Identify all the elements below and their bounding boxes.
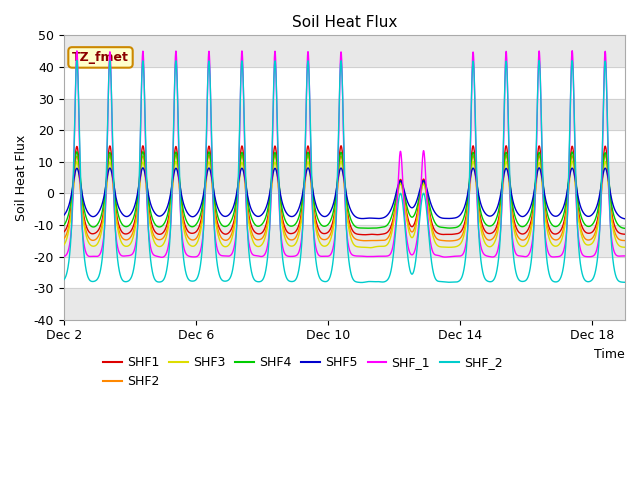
SHF1 <box>425 205 433 211</box>
Bar <box>63 162 625 193</box>
SHF1 <box>479 223 486 229</box>
SHF_2 <box>425 234 433 240</box>
X-axis label: Time: Time <box>595 348 625 361</box>
SHF1 <box>621 231 629 237</box>
SHF_1 <box>425 226 433 231</box>
SHF5 <box>522 213 529 218</box>
SHF_2 <box>358 280 365 286</box>
SHF_2 <box>621 279 629 285</box>
SHF1 <box>162 226 170 231</box>
SHF3 <box>337 158 345 164</box>
Bar <box>63 225 625 256</box>
SHF_2 <box>60 277 67 283</box>
SHF1 <box>60 229 67 235</box>
Legend: SHF1, SHF2, SHF3, SHF4, SHF5, SHF_1, SHF_2: SHF1, SHF2, SHF3, SHF4, SHF5, SHF_1, SHF… <box>98 351 508 393</box>
SHF1 <box>361 232 369 238</box>
SHF_2 <box>522 278 529 284</box>
SHF2 <box>621 238 629 243</box>
SHF1 <box>337 143 345 149</box>
SHF_1 <box>275 172 282 178</box>
SHF_2 <box>479 269 486 275</box>
SHF3 <box>275 184 282 190</box>
SHF3 <box>621 244 629 250</box>
SHF5 <box>425 193 433 199</box>
SHF3 <box>60 242 67 248</box>
SHF3 <box>479 234 486 240</box>
SHF_1 <box>397 148 404 154</box>
SHF4 <box>60 223 67 228</box>
SHF5 <box>535 165 543 171</box>
SHF4 <box>397 179 404 184</box>
SHF3 <box>367 245 374 251</box>
Line: SHF5: SHF5 <box>63 168 625 219</box>
SHF2 <box>172 152 180 158</box>
SHF_2 <box>162 271 170 277</box>
SHF4 <box>425 199 433 205</box>
SHF4 <box>621 226 629 231</box>
SHF4 <box>162 217 170 223</box>
Title: Soil Heat Flux: Soil Heat Flux <box>292 15 397 30</box>
SHF2 <box>275 181 282 187</box>
SHF4 <box>479 216 486 221</box>
SHF_1 <box>568 48 576 54</box>
SHF2 <box>60 236 67 242</box>
SHF5 <box>621 216 629 222</box>
SHF1 <box>522 230 529 236</box>
Line: SHF3: SHF3 <box>63 161 625 248</box>
Line: SHF4: SHF4 <box>63 152 625 228</box>
SHF5 <box>60 213 67 218</box>
SHF3 <box>162 236 170 242</box>
SHF4 <box>522 223 529 228</box>
SHF5 <box>396 178 404 184</box>
SHF_2 <box>397 191 404 196</box>
SHF_1 <box>479 249 486 255</box>
SHF3 <box>522 242 529 248</box>
Line: SHF2: SHF2 <box>63 155 625 241</box>
SHF_1 <box>162 252 170 257</box>
SHF1 <box>397 177 404 182</box>
SHF1 <box>275 174 282 180</box>
SHF5 <box>275 177 282 183</box>
SHF4 <box>275 173 282 179</box>
SHF2 <box>397 179 404 184</box>
SHF5 <box>162 208 170 214</box>
SHF_1 <box>522 254 529 260</box>
Line: SHF1: SHF1 <box>63 146 625 235</box>
SHF2 <box>445 238 453 244</box>
SHF5 <box>479 206 486 212</box>
SHF2 <box>522 236 529 242</box>
SHF2 <box>162 231 170 237</box>
Text: TZ_fmet: TZ_fmet <box>72 51 129 64</box>
SHF4 <box>139 149 147 155</box>
SHF_1 <box>621 253 629 259</box>
Line: SHF_2: SHF_2 <box>63 60 625 283</box>
SHF2 <box>425 208 433 214</box>
Bar <box>63 288 625 320</box>
Line: SHF_1: SHF_1 <box>63 51 625 257</box>
SHF_2 <box>275 161 282 167</box>
SHF_1 <box>60 253 67 259</box>
SHF3 <box>425 211 433 216</box>
Bar <box>63 98 625 130</box>
SHF_1 <box>158 254 166 260</box>
Y-axis label: Soil Heat Flux: Soil Heat Flux <box>15 134 28 221</box>
Bar <box>63 36 625 67</box>
SHF_2 <box>73 58 81 63</box>
SHF2 <box>479 228 486 234</box>
SHF3 <box>397 181 404 187</box>
